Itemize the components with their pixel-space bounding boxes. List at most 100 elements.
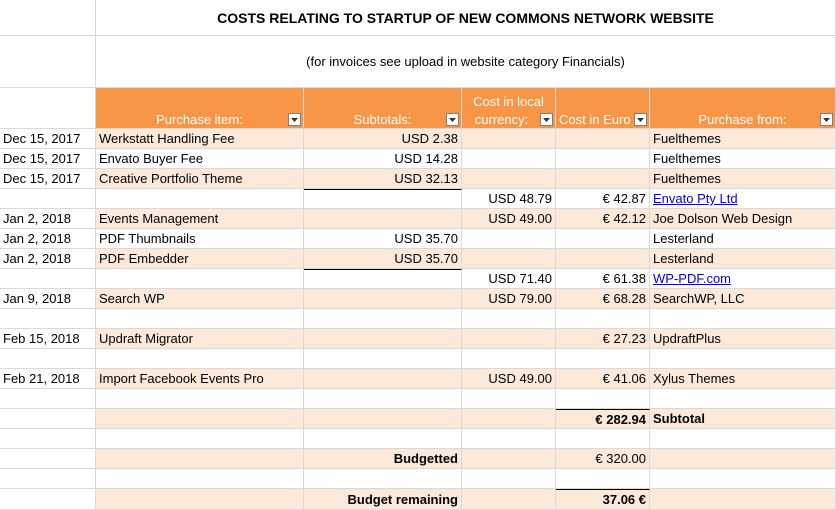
cell[interactable] [0,0,96,36]
item-cell[interactable] [96,349,304,369]
date-cell[interactable] [0,449,96,469]
local-cost-cell[interactable]: USD 49.00 [462,209,556,229]
euro-cost-cell[interactable]: € 68.28 [556,289,650,309]
local-cost-cell[interactable] [462,429,556,449]
euro-cost-cell[interactable] [556,149,650,169]
euro-cost-cell[interactable] [556,389,650,409]
vendor-cell[interactable] [650,489,836,510]
local-cost-cell[interactable]: USD 48.79 [462,189,556,209]
local-cost-cell[interactable] [462,489,556,510]
local-cost-cell[interactable]: USD 71.40 [462,269,556,289]
vendor-cell[interactable]: Xylus Themes [650,369,836,389]
vendor-cell[interactable]: SearchWP, LLC [650,289,836,309]
euro-cost-cell[interactable] [556,429,650,449]
subtotal-cell[interactable] [304,329,462,349]
item-cell[interactable]: PDF Thumbnails [96,229,304,249]
vendor-cell[interactable] [650,309,836,329]
date-cell[interactable]: Dec 15, 2017 [0,129,96,149]
item-cell[interactable] [96,429,304,449]
subtotal-cell[interactable] [304,409,462,429]
local-cost-cell[interactable] [462,349,556,369]
date-cell[interactable]: Feb 15, 2018 [0,329,96,349]
date-cell[interactable] [0,489,96,510]
sheet-subtitle[interactable]: (for invoices see upload in website cate… [96,36,836,88]
filter-dropdown-icon[interactable] [634,113,647,126]
subtotal-cell[interactable]: USD 14.28 [304,149,462,169]
header-subtotals[interactable]: Subtotals: [304,88,462,129]
euro-cost-cell[interactable]: € 41.06 [556,369,650,389]
local-cost-cell[interactable] [462,169,556,189]
item-cell[interactable] [96,269,304,289]
filter-dropdown-icon[interactable] [540,113,553,126]
local-cost-cell[interactable] [462,329,556,349]
local-cost-cell[interactable] [462,389,556,409]
vendor-link[interactable]: WP-PDF.com [653,271,731,286]
item-cell[interactable] [96,449,304,469]
vendor-cell[interactable]: Joe Dolson Web Design [650,209,836,229]
date-cell[interactable] [0,309,96,329]
item-cell[interactable]: Search WP [96,289,304,309]
subtotal-cell[interactable]: USD 35.70 [304,229,462,249]
local-cost-cell[interactable]: USD 49.00 [462,369,556,389]
date-cell[interactable]: Jan 2, 2018 [0,209,96,229]
item-cell[interactable]: Import Facebook Events Pro [96,369,304,389]
date-cell[interactable]: Feb 21, 2018 [0,369,96,389]
subtotal-cell[interactable] [304,289,462,309]
vendor-cell[interactable] [650,349,836,369]
date-cell[interactable]: Dec 15, 2017 [0,169,96,189]
filter-dropdown-icon[interactable] [288,113,301,126]
vendor-cell[interactable] [650,469,836,489]
item-cell[interactable]: Updraft Migrator [96,329,304,349]
item-cell[interactable]: Werkstatt Handling Fee [96,129,304,149]
euro-cost-cell[interactable]: € 27.23 [556,329,650,349]
subtotal-cell[interactable] [304,269,462,289]
euro-cost-cell[interactable]: € 42.87 [556,189,650,209]
subtotal-cell[interactable] [304,209,462,229]
date-cell[interactable] [0,389,96,409]
local-cost-cell[interactable] [462,249,556,269]
item-cell[interactable]: Events Management [96,209,304,229]
filter-dropdown-icon[interactable] [820,113,833,126]
local-cost-cell[interactable] [462,309,556,329]
euro-cost-cell[interactable] [556,249,650,269]
date-cell[interactable] [0,269,96,289]
budget-remaining-label[interactable]: Budget remaining [304,489,462,510]
subtotal-cell[interactable] [304,429,462,449]
vendor-link[interactable]: Envato Pty Ltd [653,191,738,206]
local-cost-cell[interactable] [462,149,556,169]
subtotal-cell[interactable] [304,189,462,209]
filter-dropdown-icon[interactable] [446,113,459,126]
vendor-cell[interactable]: Fuelthemes [650,129,836,149]
sheet-title[interactable]: COSTS RELATING TO STARTUP OF NEW COMMONS… [96,0,836,36]
date-cell[interactable] [0,469,96,489]
subtotal-cell[interactable]: USD 2.38 [304,129,462,149]
subtotal-cell[interactable] [304,349,462,369]
header-purchase-from[interactable]: Purchase from: [650,88,836,129]
date-cell[interactable]: Dec 15, 2017 [0,149,96,169]
cell[interactable] [0,88,96,129]
header-cost-euro[interactable]: Cost in Euro [556,88,650,129]
item-cell[interactable]: Envato Buyer Fee [96,149,304,169]
cell[interactable] [0,36,96,88]
vendor-cell[interactable] [650,389,836,409]
date-cell[interactable] [0,189,96,209]
subtotal-cell[interactable] [304,369,462,389]
euro-cost-cell[interactable] [556,309,650,329]
subtotal-cell[interactable] [304,309,462,329]
date-cell[interactable]: Jan 2, 2018 [0,249,96,269]
budget-label[interactable]: Budgetted [304,449,462,469]
vendor-cell[interactable]: WP-PDF.com [650,269,836,289]
date-cell[interactable] [0,409,96,429]
vendor-cell[interactable] [650,429,836,449]
euro-cost-cell[interactable]: € 61.38 [556,269,650,289]
euro-cost-cell[interactable] [556,169,650,189]
vendor-cell[interactable]: Envato Pty Ltd [650,189,836,209]
header-purchase-item[interactable]: Purchase item: [96,88,304,129]
vendor-cell[interactable]: UpdraftPlus [650,329,836,349]
euro-cost-cell[interactable] [556,349,650,369]
header-cost-local[interactable]: Cost in local currency: [462,88,556,129]
date-cell[interactable]: Jan 9, 2018 [0,289,96,309]
budget-remaining-value[interactable]: 37.06 € [556,489,650,510]
date-cell[interactable] [0,349,96,369]
item-cell[interactable] [96,489,304,510]
